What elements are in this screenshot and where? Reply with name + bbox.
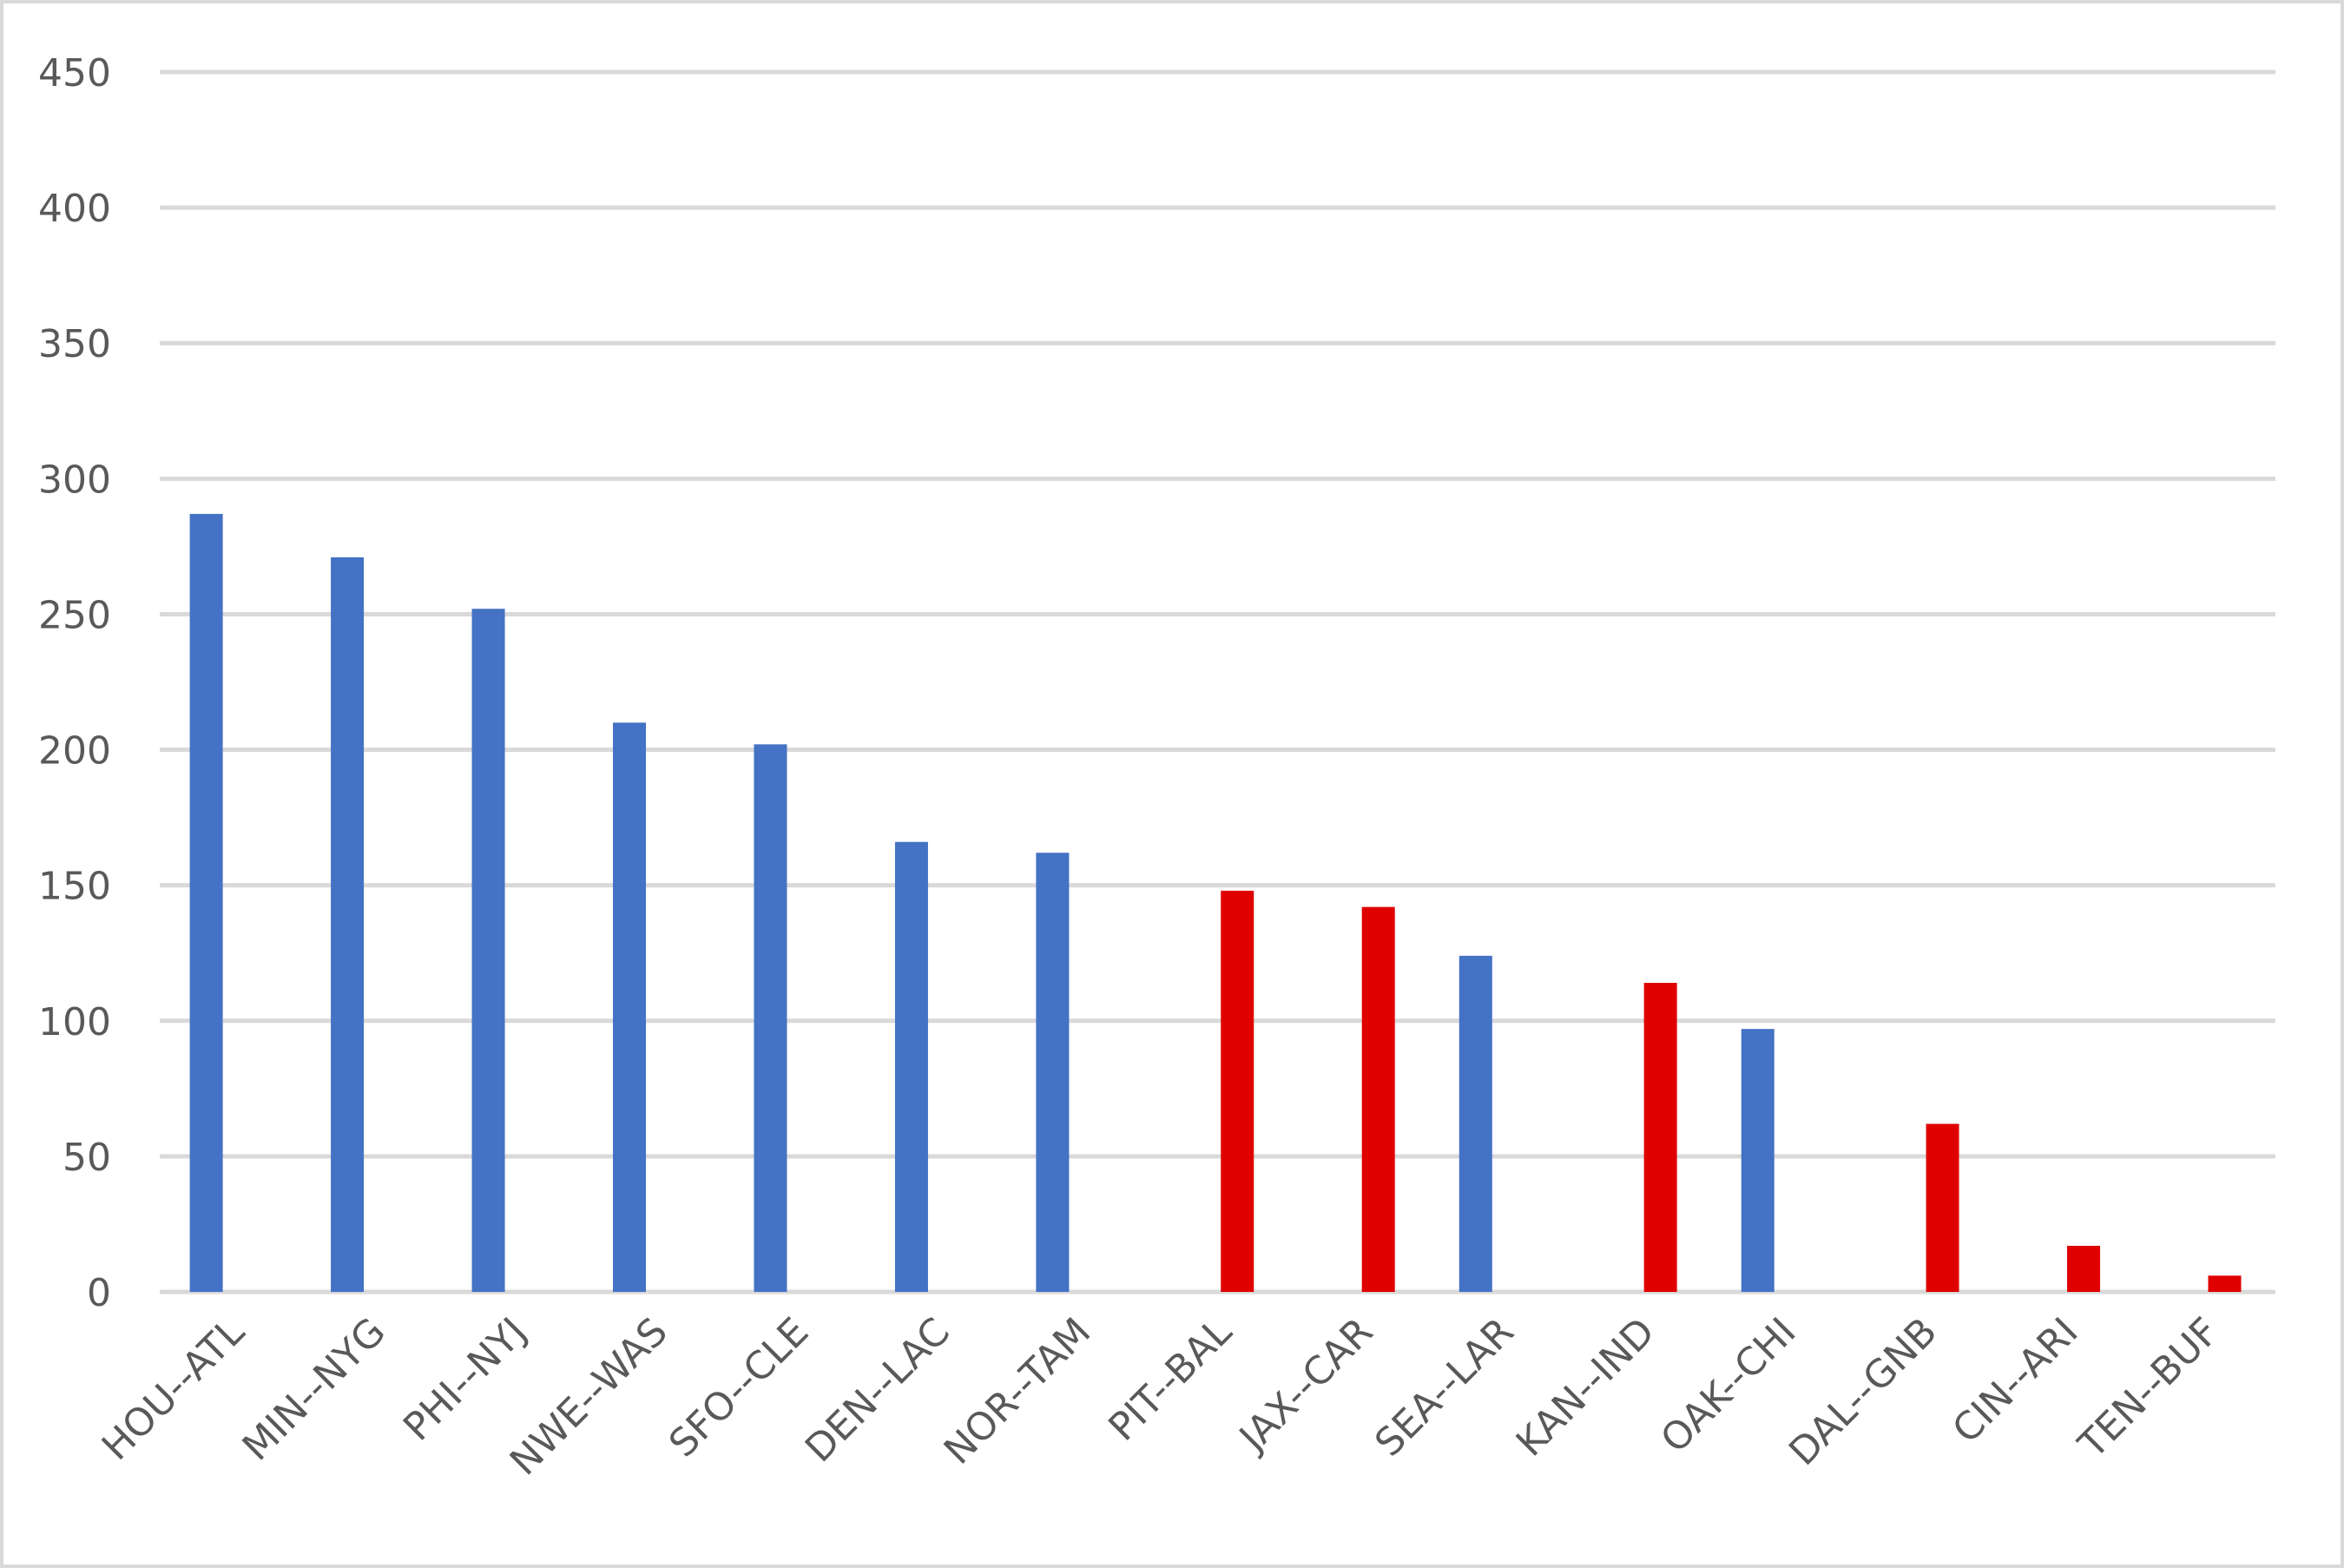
bar bbox=[1036, 853, 1070, 1292]
bar bbox=[894, 841, 928, 1292]
bar bbox=[754, 744, 787, 1292]
y-tick-label: 450 bbox=[38, 51, 111, 96]
bar bbox=[2067, 1245, 2101, 1292]
bar bbox=[2208, 1275, 2242, 1292]
y-tick-label: 350 bbox=[38, 322, 111, 366]
y-tick-label: 50 bbox=[63, 1136, 111, 1180]
y-tick-label: 200 bbox=[38, 729, 111, 774]
bar bbox=[471, 609, 505, 1292]
y-tick-label: 300 bbox=[38, 458, 111, 502]
y-tick-label: 150 bbox=[38, 865, 111, 909]
bar bbox=[613, 722, 647, 1292]
bar bbox=[1926, 1123, 1959, 1292]
y-tick-label: 0 bbox=[87, 1271, 111, 1315]
bar bbox=[1643, 983, 1677, 1292]
bar bbox=[1458, 955, 1492, 1292]
y-tick-label: 250 bbox=[38, 593, 111, 637]
bar bbox=[1741, 1029, 1774, 1292]
y-tick-label: 100 bbox=[38, 1000, 111, 1044]
bar bbox=[1221, 890, 1254, 1292]
y-tick-label: 400 bbox=[38, 187, 111, 231]
bar bbox=[189, 513, 223, 1292]
bar bbox=[1361, 906, 1395, 1292]
bar bbox=[331, 557, 365, 1292]
